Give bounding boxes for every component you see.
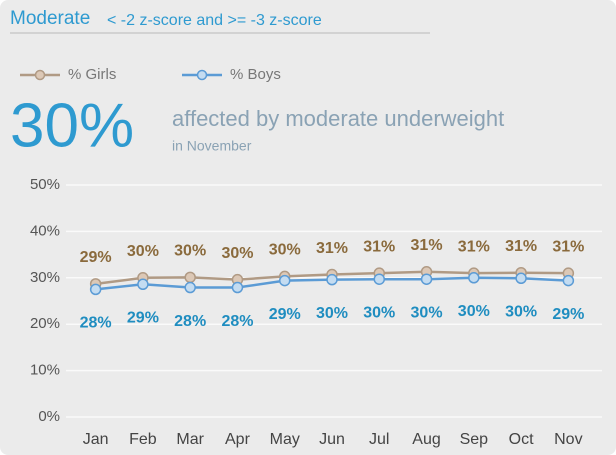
y-tick-label: 50% [30,176,60,193]
data-point [184,281,196,294]
data-label: 30% [505,303,537,320]
x-tick-label: Sep [460,431,489,448]
legend-label: % Boys [230,66,281,83]
x-tick-label: Apr [225,431,251,448]
headline-text: affected by moderate underweight [172,106,504,131]
legend-marker [34,69,46,81]
data-label: 31% [316,240,348,257]
x-tick-label: Feb [129,431,157,448]
data-point [468,272,480,284]
data-label: 28% [80,315,112,332]
data-point [231,281,244,294]
data-label: 31% [505,238,537,255]
y-tick-label: 40% [30,222,60,239]
section-subtitle: < -2 z-score and >= -3 z-score [107,12,322,29]
data-point [137,278,149,291]
data-point [515,272,527,285]
data-label: 30% [174,243,206,260]
data-label: 31% [458,238,490,255]
data-label: 30% [411,304,443,321]
data-label: 31% [552,238,584,255]
x-tick-label: May [270,431,300,448]
data-label: 30% [269,242,301,259]
data-label: 28% [221,313,253,330]
y-tick-label: 0% [38,408,60,425]
x-tick-label: Aug [412,431,440,448]
section-title: Moderate [10,8,90,29]
data-label: 30% [127,243,159,260]
data-label: 29% [269,306,301,323]
x-tick-label: Jan [83,431,109,448]
data-label: 31% [363,238,395,255]
data-point [184,271,196,284]
data-label: 29% [552,306,584,323]
data-label: 30% [363,304,395,321]
headline-period: in November [172,138,252,154]
x-tick-label: Oct [509,431,534,448]
legend-label: % Girls [68,66,116,83]
data-label: 30% [458,303,490,320]
x-tick-label: Jul [369,431,389,448]
data-label: 29% [80,249,112,266]
x-tick-label: Nov [554,431,582,448]
data-point [373,273,386,285]
y-tick-label: 20% [30,315,60,332]
data-label: 29% [127,310,159,327]
data-point [278,274,291,287]
data-point [562,274,575,287]
data-point [420,273,433,285]
data-label: 30% [221,245,253,262]
y-tick-label: 30% [30,269,60,286]
x-tick-label: Jun [319,431,345,448]
data-point [89,283,102,296]
data-point [326,273,338,286]
legend-marker [196,69,208,81]
x-tick-label: Mar [176,431,204,448]
data-label: 28% [174,313,206,330]
headline-value: 30% [10,91,134,160]
data-label: 31% [411,237,443,254]
data-label: 30% [316,305,348,322]
y-tick-label: 10% [30,362,60,379]
